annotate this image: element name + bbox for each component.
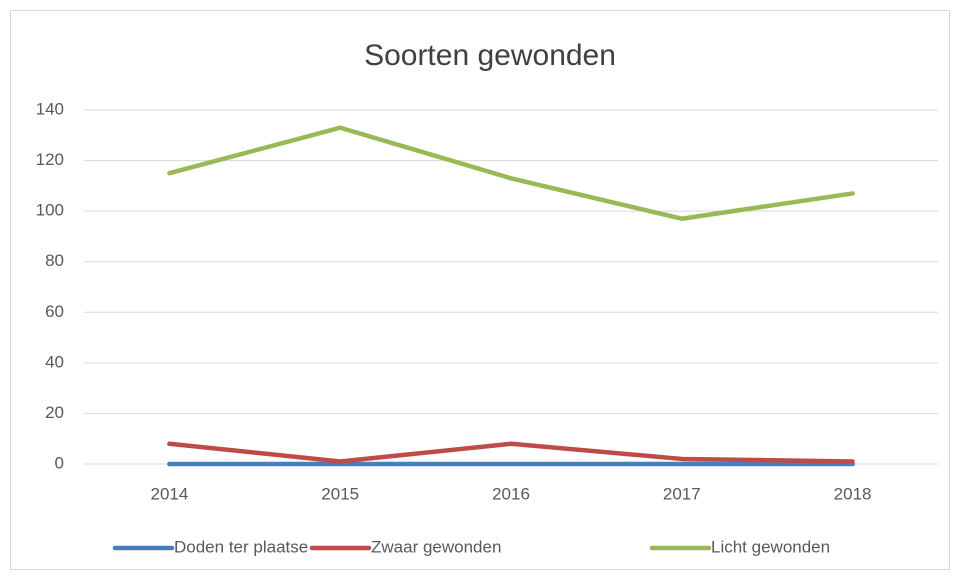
legend-label: Doden ter plaatse (174, 537, 308, 556)
x-tick-label: 2017 (663, 484, 701, 503)
y-tick-label: 140 (36, 99, 64, 118)
y-tick-label: 0 (55, 453, 64, 472)
y-tick-label: 60 (45, 302, 64, 321)
x-tick-label: 2016 (492, 484, 530, 503)
series-line (167, 441, 855, 464)
x-tick-label: 2018 (834, 484, 872, 503)
y-tick-label: 120 (36, 150, 64, 169)
x-tick-label: 2015 (321, 484, 359, 503)
y-tick-label: 100 (36, 201, 64, 220)
series-line (167, 125, 855, 221)
y-tick-label: 20 (45, 403, 64, 422)
chart-title: Soorten gewonden (364, 39, 616, 72)
x-tick-label: 2014 (150, 484, 188, 503)
y-tick-label: 40 (45, 352, 64, 371)
chart-border (10, 10, 950, 570)
y-tick-label: 80 (45, 251, 64, 270)
legend-label: Licht gewonden (711, 537, 830, 556)
legend-label: Zwaar gewonden (371, 537, 501, 556)
